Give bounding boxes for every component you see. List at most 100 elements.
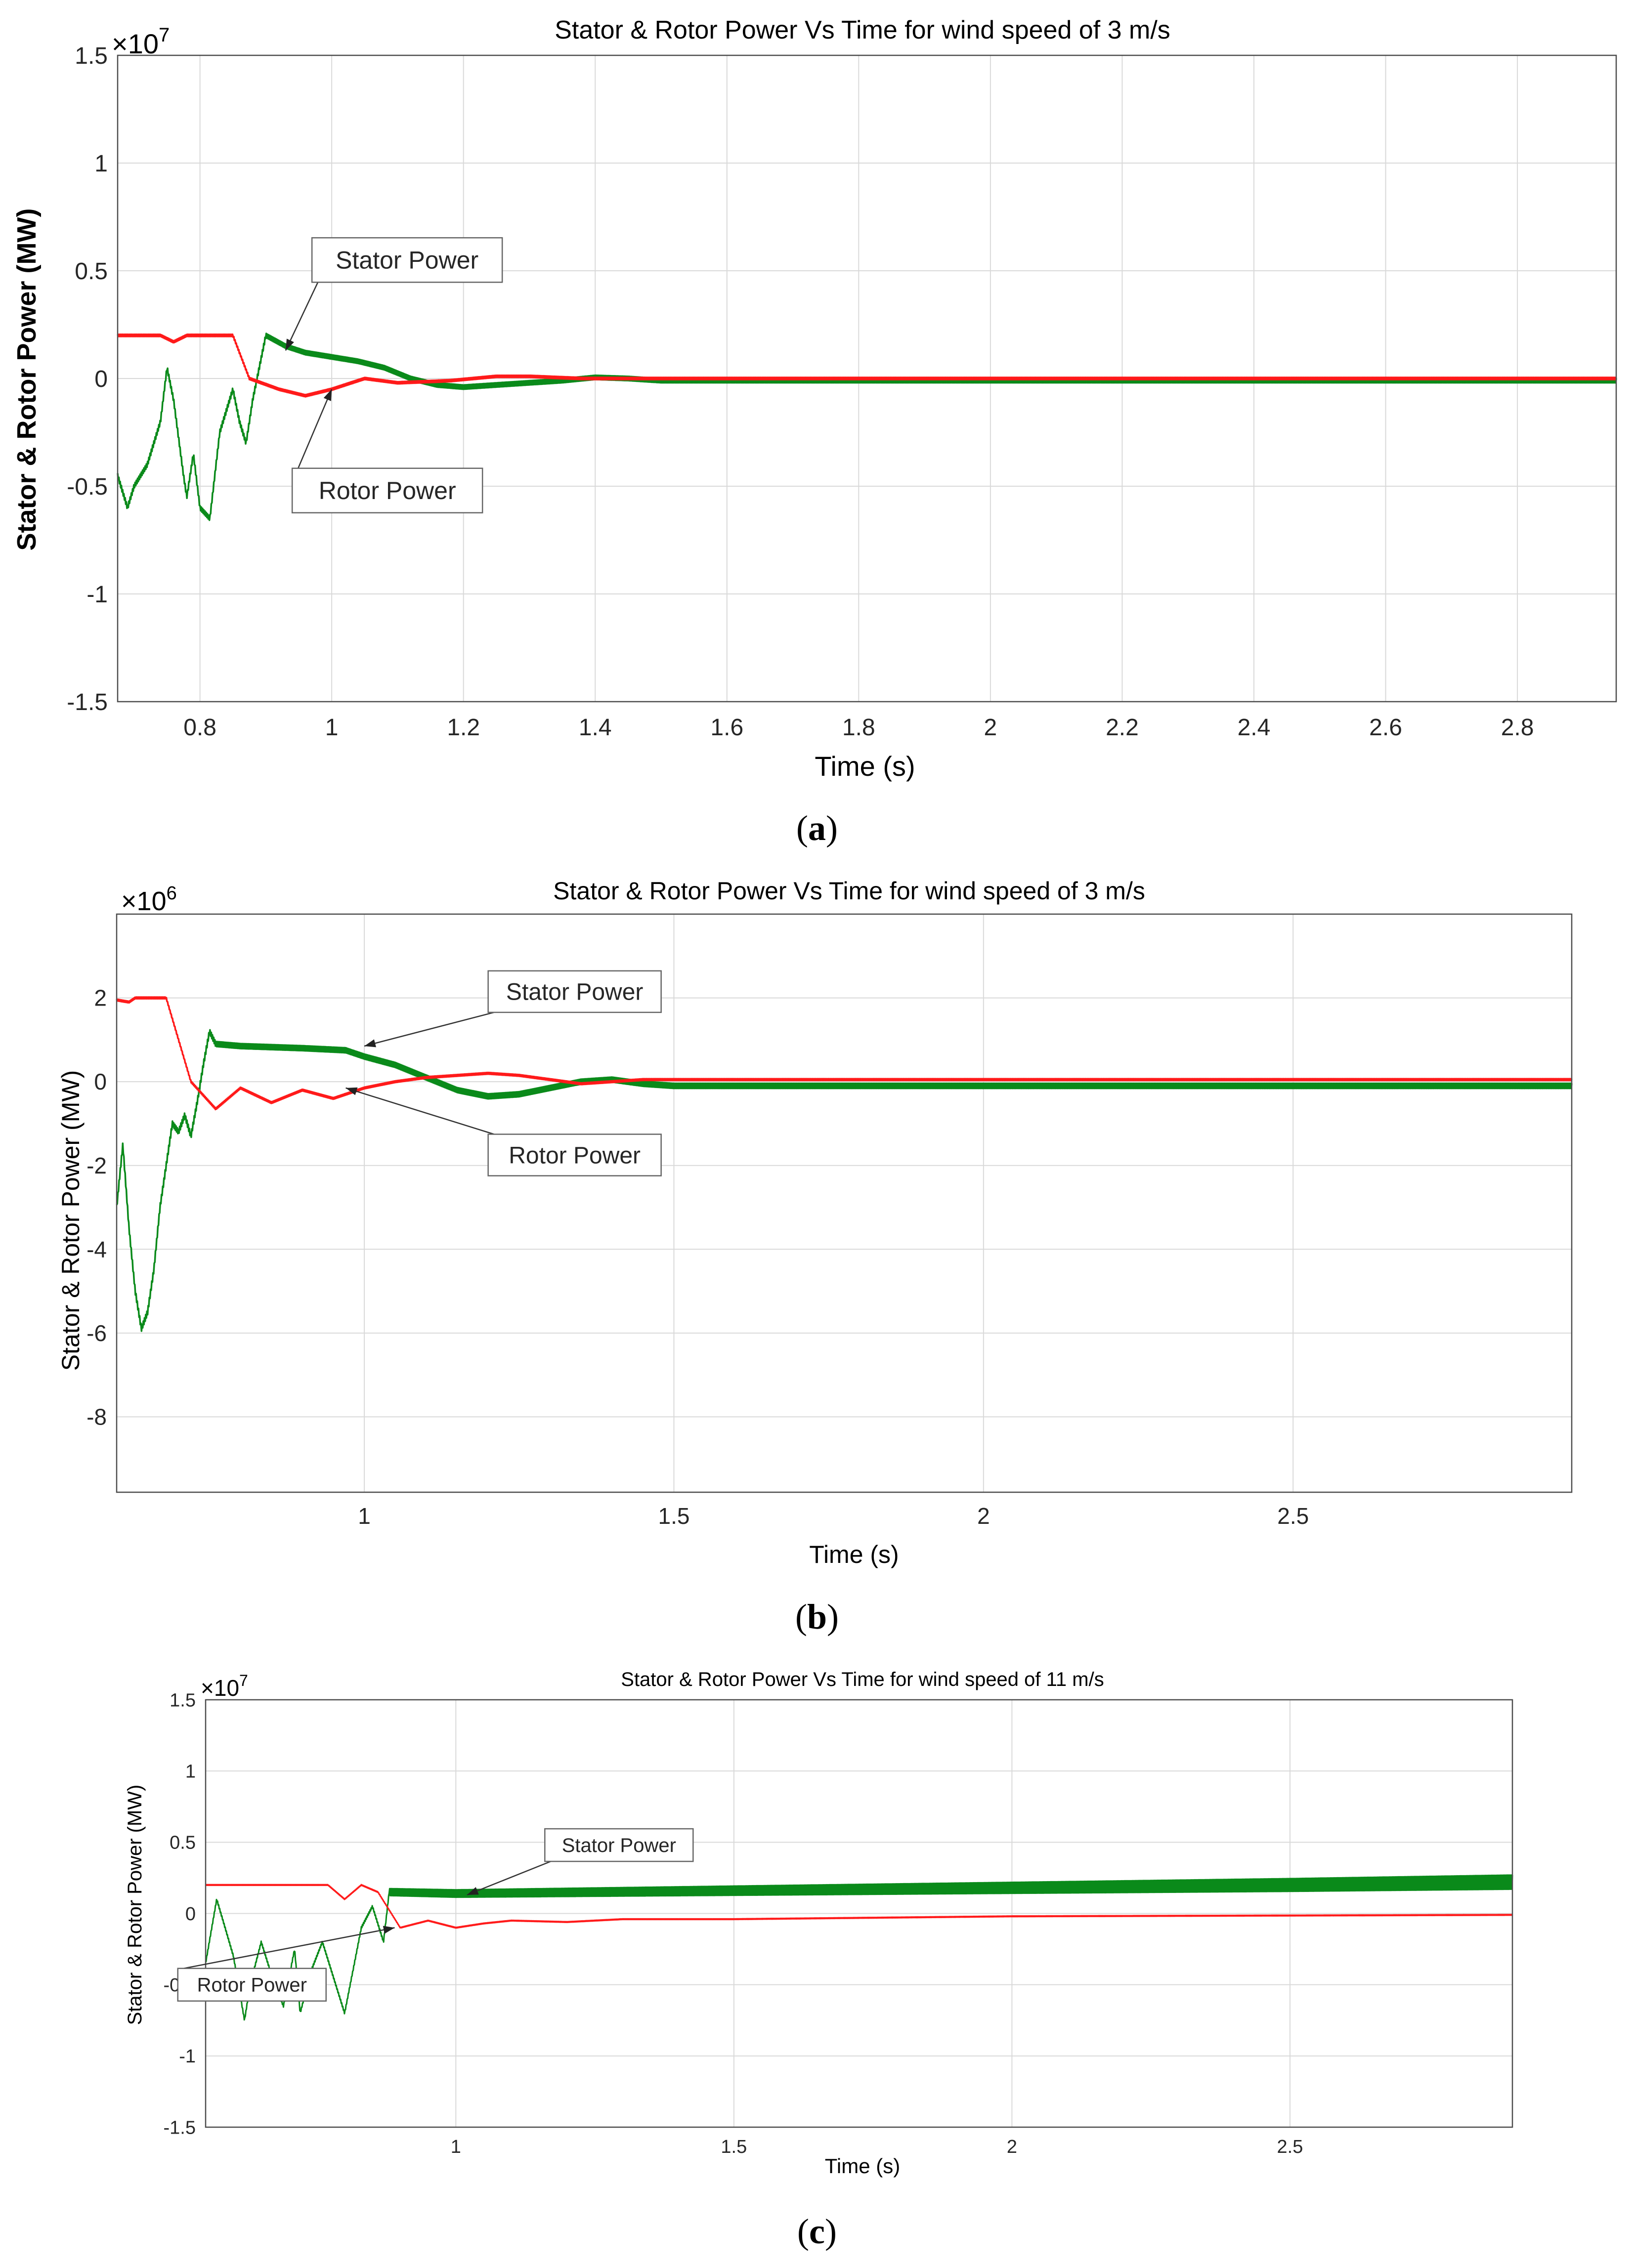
y-tick-label-c-0: -1.5 [164,2117,196,2138]
annotation-arrow-c-0 [467,1860,551,1896]
chart-title-a: Stator & Rotor Power Vs Time for wind sp… [555,16,1170,44]
x-tick-label-b-1: 1.5 [658,1503,690,1529]
stator-power-line-b [116,1029,1573,1332]
exponent-label-b: ×106 [121,883,177,916]
chart-title-b: Stator & Rotor Power Vs Time for wind sp… [553,877,1145,905]
y-tick-label-b-3: -2 [86,1153,107,1178]
y-tick-label-b-1: -6 [86,1320,107,1346]
rotor-power-line-c [205,1884,1513,1929]
y-tick-label-b-2: -4 [86,1236,107,1262]
y-tick-label-a-1: -1 [86,582,108,608]
x-tick-label-a-1: 1 [325,714,339,741]
y-axis-label-b: Stator & Rotor Power (MW) [57,1070,85,1371]
x-axis-label-b: Time (s) [809,1541,899,1568]
annotation-box-a-1 [291,467,483,513]
exponent-base-c: ×10 [201,1675,239,1701]
annotation-label-a-0: Stator Power [336,247,478,274]
x-tick-label-a-6: 2 [984,714,997,741]
x-axis-label-c: Time (s) [825,2154,900,2178]
annotation-arrowhead-c-0 [467,1887,479,1895]
rotor-power-line-a [117,333,1617,398]
y-tick-label-c-4: 0.5 [170,1833,196,1853]
x-tick-label-c-2: 2 [1007,2137,1017,2157]
panel-c: Stator & Rotor Power Vs Time for wind sp… [124,1669,1513,2251]
chart-title-c: Stator & Rotor Power Vs Time for wind sp… [621,1669,1104,1690]
plot-area-a: 0.8 1 1.2 1.4 1.6 1.8 2 2.2 2.4 2.6 2.8 -1.5 -1 -0.5 0… [67,43,1617,741]
y-axis-label-a: Stator & Rotor Power (MW) [12,209,42,551]
y-tick-label-c-6: 1.5 [170,1690,196,1711]
x-tick-label-c-3: 2.5 [1277,2137,1303,2157]
annotation-label-b-1: Rotor Power [509,1142,641,1169]
y-tick-label-a-3: 0 [94,366,108,392]
svg-text:×107: ×107 [112,24,170,59]
x-tick-label-c-0: 1 [451,2137,461,2157]
exponent-power-b: 6 [167,883,177,904]
x-tick-label-c-1: 1.5 [721,2137,747,2157]
panel-b: Stator & Rotor Power Vs Time for wind sp… [57,877,1573,1637]
x-tick-label-a-8: 2.4 [1238,714,1271,741]
y-tick-label-a-2: -0.5 [67,474,108,500]
svg-text:×107: ×107 [201,1672,248,1701]
annotation-arrow-a-0 [285,282,319,351]
annotation-label-c-1: Rotor Power [197,1974,307,1996]
annotation-arrow-a-1 [298,389,333,469]
y-tick-label-b-0: -8 [86,1404,107,1429]
panel-a: Stator & Rotor Power Vs Time for wind sp… [12,16,1617,848]
x-tick-label-b-3: 2.5 [1277,1503,1309,1529]
x-tick-label-a-5: 1.8 [842,714,875,741]
plot-area-b: 1 1.5 2 2.5 -8 -6 -4 -2 0 2 Stator Power Rotor Powe… [86,913,1573,1529]
caption-b: (b) [795,1597,839,1637]
annotation-arrowhead-b-0 [364,1039,376,1048]
x-tick-label-b-2: 2 [977,1503,990,1529]
x-tick-label-a-2: 1.2 [447,714,480,741]
x-tick-label-a-7: 2.2 [1106,714,1139,741]
annotation-label-a-1: Rotor Power [319,477,456,504]
rotor-power-line-b [116,996,1573,1111]
caption-c: (c) [797,2212,837,2251]
annotation-arrowhead-b-1 [345,1087,358,1095]
caption-letter-a: a [808,808,826,848]
y-tick-label-a-4: 0.5 [75,258,108,285]
x-tick-label-b-0: 1 [358,1503,371,1529]
caption-letter-c: c [809,2212,825,2251]
x-tick-label-a-9: 2.6 [1369,714,1402,741]
exponent-label-a: ×107 [112,24,170,59]
caption-letter-b: b [807,1597,827,1637]
annotation-arrowhead-c-1 [383,1926,395,1934]
exponent-base-b: ×10 [121,886,167,916]
exponent-power-c: 7 [239,1672,248,1689]
y-tick-label-a-6: 1.5 [75,43,108,69]
annotation-box-a-0 [311,237,503,283]
annotation-box-c-1 [177,1968,327,2002]
annotation-label-b-0: Stator Power [506,979,643,1006]
annotation-arrow-b-1 [345,1087,495,1135]
y-tick-label-c-3: 0 [185,1904,196,1925]
y-tick-label-a-5: 1 [94,151,108,177]
svg-text:×106: ×106 [121,883,177,916]
exponent-label-c: ×107 [201,1672,248,1701]
y-tick-label-c-5: 1 [185,1761,196,1782]
annotation-arrowhead-a-1 [323,389,332,401]
y-axis-label-c: Stator & Rotor Power (MW) [124,1785,146,2025]
annotation-box-c-0 [544,1828,694,1862]
y-tick-label-a-0: -1.5 [67,689,108,715]
annotation-label-c-0: Stator Power [562,1835,676,1856]
x-tick-label-a-10: 2.8 [1501,714,1534,741]
stator-power-line-c [205,1874,1513,2021]
axes-box-c [205,1699,1513,2128]
x-tick-label-a-3: 1.4 [579,714,612,741]
y-tick-label-b-4: 0 [94,1069,107,1094]
y-tick-label-b-5: 2 [94,985,107,1011]
annotation-arrow-c-1 [183,1927,395,1969]
annotation-box-b-1 [487,1134,662,1176]
x-tick-label-a-0: 0.8 [183,714,216,741]
annotation-arrowhead-a-0 [285,338,294,351]
y-tick-label-c-1: -1 [179,2046,196,2067]
exponent-power-a: 7 [159,24,170,46]
x-axis-label-a: Time (s) [815,751,915,782]
axes-box-b [116,913,1573,1493]
exponent-base-a: ×10 [112,28,159,59]
annotation-box-b-0 [487,970,662,1013]
axes-box-a [117,54,1617,703]
